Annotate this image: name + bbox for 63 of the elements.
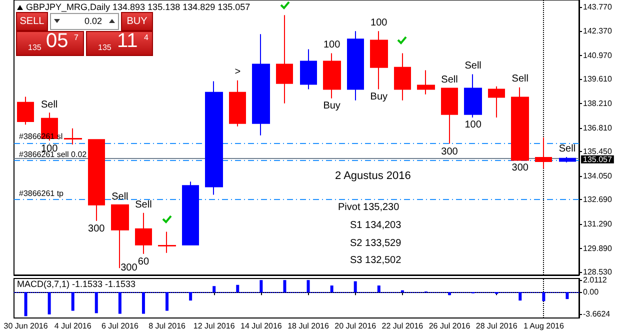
x-tick-label: 18 Jul 2016: [288, 322, 330, 330]
annotation: 11: [117, 30, 138, 53]
annotation: 60: [138, 256, 150, 268]
y-tick-label: 142.370: [583, 26, 612, 36]
annotation: Sell: [464, 60, 482, 72]
annotation: 4: [144, 33, 148, 42]
annotation: Sell: [558, 144, 576, 154]
y-tick-label: 136.810: [583, 123, 612, 132]
y-tick-label: 2.0112: [583, 276, 608, 284]
y-tick-label: 132.690: [583, 195, 612, 204]
annotation: Sell: [40, 99, 58, 110]
y-tick-label: 139.610: [583, 74, 612, 84]
annotation: S2 133,529: [350, 238, 402, 249]
annotation: S3 132,502: [350, 255, 402, 266]
annotation: 300: [88, 223, 105, 234]
x-tick-label: 8 Jul 2016: [148, 322, 186, 330]
annotation: Buy: [323, 100, 340, 112]
buy-button: BUY: [121, 12, 153, 31]
x-tick-label: 22 Jul 2016: [382, 322, 424, 330]
x-tick-label: 6 Jul 2016: [101, 322, 139, 330]
x-tick-label: 4 Jul 2016: [54, 322, 92, 330]
annotation: 100: [370, 18, 388, 29]
y-tick-label: 0.00: [583, 288, 600, 297]
annotation: 300: [512, 162, 528, 174]
y-tick-label: 129.890: [583, 244, 612, 253]
annotation: Sell: [512, 74, 528, 85]
y-tick-label: 135.450: [583, 147, 612, 156]
annotation: Sell: [112, 191, 128, 202]
y-tick-label: 131.290: [583, 219, 612, 228]
ref-line-label: 135.057: [583, 154, 612, 164]
annotation: 300: [120, 262, 138, 274]
annotation: 135: [98, 43, 112, 52]
lot-field: 0.02: [50, 13, 119, 30]
y-tick-label: 128.530: [583, 268, 612, 276]
x-tick-label: 30 Jun 2016: [4, 322, 48, 330]
y-tick-label: -3.6624: [583, 310, 611, 319]
x-tick-label: 20 Jul 2016: [334, 322, 377, 330]
annotation: Pivot 135,230: [338, 202, 400, 213]
x-tick-label: 28 Jul 2016: [476, 322, 518, 330]
annotation: Buy: [370, 92, 388, 103]
annotation: 05: [46, 30, 68, 53]
x-tick-label: 12 Jul 2016: [193, 322, 236, 330]
annotation: >: [234, 66, 241, 78]
annotation: Sell: [135, 199, 152, 210]
ref-line-label: #3866261 tp: [19, 188, 64, 198]
annotation: 300: [441, 146, 458, 158]
x-tick-label: 14 Jul 2016: [240, 322, 282, 330]
annotation: S1 134,203: [350, 220, 402, 231]
y-tick-label: 143.770: [583, 2, 612, 12]
x-tick-label: 1 Aug 2016: [523, 322, 564, 330]
y-tick-label: 138.210: [583, 99, 612, 108]
annotation: 100: [323, 40, 340, 51]
y-tick-label: 140.970: [583, 51, 612, 60]
chart-title: GBPJPY_MRG,Daily 134.893 135.138 134.829 135.057: [26, 2, 250, 12]
annotation: 100: [464, 120, 482, 131]
x-tick-label: 26 Jul 2016: [428, 322, 471, 330]
annotation: 7: [74, 33, 78, 42]
sell-button: SELL: [16, 12, 48, 31]
annotation: Sell: [441, 74, 458, 86]
y-tick-label: 134.050: [583, 171, 612, 180]
annotation: 2 Agustus 2016: [335, 170, 411, 182]
annotation: 135: [28, 43, 42, 52]
chart-title: MACD(3,7,1) -1.1533 -1.1533: [17, 279, 136, 289]
